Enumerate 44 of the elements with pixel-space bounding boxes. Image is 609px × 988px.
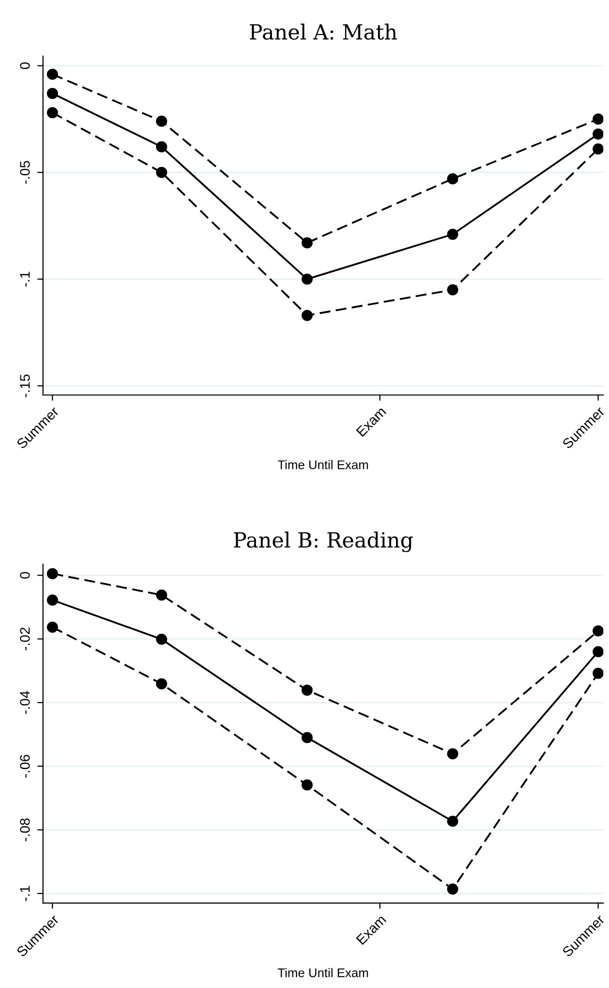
y-tick-label: -.1 bbox=[20, 272, 30, 287]
chart-title: Panel B: Reading bbox=[234, 532, 413, 552]
y-tick-label: -.15 bbox=[20, 374, 30, 398]
point bbox=[302, 684, 313, 696]
y-tick-label: 0 bbox=[20, 572, 30, 579]
point bbox=[592, 625, 604, 637]
y-tick-label: -.02 bbox=[20, 628, 30, 650]
y-tick-label: -.1 bbox=[20, 886, 30, 901]
point bbox=[592, 668, 604, 679]
point bbox=[46, 88, 58, 100]
point bbox=[46, 107, 58, 118]
y-tick-label: -.06 bbox=[20, 754, 30, 778]
point bbox=[447, 173, 458, 184]
point bbox=[447, 284, 458, 296]
point bbox=[156, 589, 168, 601]
point bbox=[156, 141, 168, 152]
y-tick-label: -.04 bbox=[20, 691, 30, 714]
point bbox=[302, 732, 313, 744]
point bbox=[592, 128, 604, 140]
x-axis-title: Time Until Exam bbox=[278, 460, 368, 470]
point bbox=[156, 166, 168, 178]
point bbox=[302, 310, 313, 321]
point bbox=[156, 678, 168, 690]
point bbox=[156, 116, 168, 127]
point bbox=[302, 274, 313, 285]
point bbox=[447, 883, 458, 895]
x-axis-title: Time Until Exam bbox=[278, 968, 368, 978]
point bbox=[46, 68, 58, 80]
point bbox=[302, 237, 313, 248]
point bbox=[46, 622, 58, 633]
point bbox=[447, 748, 458, 760]
point bbox=[46, 568, 58, 580]
point bbox=[302, 779, 313, 791]
point bbox=[592, 114, 604, 125]
point bbox=[447, 228, 458, 240]
point bbox=[592, 646, 604, 658]
point bbox=[156, 634, 168, 645]
y-tick-label: -.08 bbox=[20, 818, 30, 842]
point bbox=[447, 816, 458, 827]
y-tick-label: -.05 bbox=[20, 161, 30, 184]
chart-title: Panel A: Math bbox=[250, 24, 397, 40]
point bbox=[592, 143, 604, 155]
point bbox=[46, 594, 58, 606]
y-tick-label: 0 bbox=[20, 62, 30, 70]
